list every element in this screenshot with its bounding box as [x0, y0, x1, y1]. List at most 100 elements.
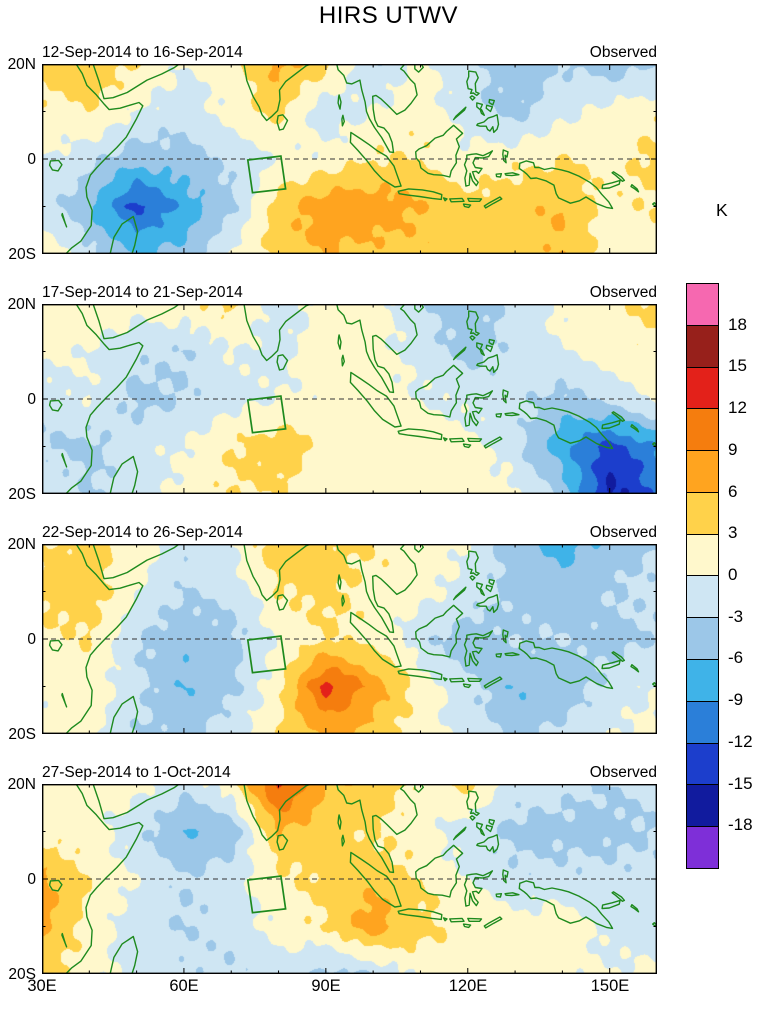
coastline-path	[109, 215, 139, 254]
coastline-path	[397, 188, 443, 201]
map-frame	[42, 544, 657, 734]
region-box	[246, 875, 287, 914]
coastline-path	[518, 400, 614, 450]
coastline-path	[48, 639, 63, 652]
coastline-path	[485, 344, 494, 353]
coastline-path	[463, 150, 494, 187]
colorbar-tick-label: 9	[728, 439, 738, 459]
lon-label: 150E	[590, 977, 630, 995]
coastline-path	[467, 917, 483, 922]
coastline-path	[61, 692, 68, 708]
colorbar-tick-label: 0	[728, 565, 738, 584]
coastline-path	[483, 916, 503, 929]
lat-label-0: 0	[27, 391, 36, 408]
coastline-path	[630, 664, 640, 673]
colorbar-segment	[687, 325, 718, 368]
coastline-path	[341, 114, 345, 127]
panel-date-range: 17-Sep-2014 to 21-Sep-2014	[42, 284, 243, 301]
colorbar-tick-label: 6	[728, 481, 738, 501]
coastline-path	[349, 851, 402, 908]
coastline-path	[341, 354, 345, 367]
lat-label-0: 0	[27, 871, 36, 888]
colorbar-tick-labels: 18 15 12 9 6 3 0 -3 -6 -9 -12 -15 -18	[728, 0, 777, 1012]
coastline-path	[476, 342, 484, 351]
coastline-path	[243, 304, 312, 362]
coastline-path	[485, 584, 494, 593]
coastline-path	[466, 310, 480, 337]
coastline-path	[488, 578, 495, 586]
coastline-path	[476, 582, 484, 591]
map-panel-1: 12-Sep-2014 to 16-Sep-2014 Observed 20N …	[0, 44, 777, 263]
lat-label-20s: 20S	[8, 486, 36, 503]
coastline-path	[452, 826, 467, 841]
coastline-path	[349, 131, 402, 188]
panel-date-range: 27-Sep-2014 to 1-Oct-2014	[42, 764, 231, 781]
coastline-path	[337, 94, 342, 110]
map-panel-2: 17-Sep-2014 to 21-Sep-2014 Observed 20N …	[0, 284, 777, 503]
coastline-path	[336, 544, 418, 634]
coastline-path	[483, 436, 503, 449]
coastline-path	[518, 640, 614, 690]
lon-label: 90E	[311, 977, 341, 995]
coastline-path	[518, 880, 614, 930]
coastline-path	[243, 544, 312, 602]
coastline-path	[466, 790, 480, 817]
coastline-path	[630, 904, 640, 913]
coastline-path	[452, 106, 467, 121]
coastline-path	[467, 437, 483, 442]
coastline-path	[476, 822, 484, 831]
coastline-path	[397, 908, 443, 921]
coastline-path	[109, 695, 139, 734]
figure-title: HIRS UTWV	[318, 2, 459, 29]
coastline-path	[48, 879, 63, 892]
panel-source-label: Observed	[589, 764, 657, 781]
coastline-path	[502, 629, 509, 644]
coastline-path	[488, 818, 495, 826]
colorbar-tick-label: -9	[728, 690, 744, 710]
coastline-path	[449, 677, 465, 683]
coastline-path	[488, 98, 495, 106]
coastline-path	[415, 844, 464, 898]
colorbar-segment	[687, 576, 718, 619]
coastline-path	[349, 371, 402, 428]
coastline-path	[495, 653, 503, 658]
coastline-path	[601, 899, 621, 910]
colorbar-segment	[687, 492, 718, 535]
lon-label: 120E	[448, 977, 488, 995]
coastline-path	[336, 784, 418, 874]
panel-source-label: Observed	[589, 284, 657, 301]
coastline-path	[601, 179, 621, 190]
region-box	[246, 635, 287, 674]
coastline-path	[276, 354, 289, 371]
lat-label-20n: 20N	[7, 776, 36, 793]
coastline-path	[109, 455, 139, 494]
coastline-path	[504, 892, 520, 897]
coastline-path	[276, 834, 289, 851]
coastline-path	[92, 784, 180, 820]
coastline-path	[48, 159, 63, 172]
coastline-path	[504, 412, 520, 417]
lon-label: 30E	[27, 977, 57, 995]
colorbar-tick-label: 12	[728, 398, 747, 418]
coastline-path	[463, 870, 494, 907]
coastline-path	[462, 203, 472, 209]
colorbar-tick-label: 3	[728, 523, 738, 543]
coastline-path	[337, 334, 342, 350]
coastline-path	[611, 411, 626, 422]
panel-date-range: 22-Sep-2014 to 26-Sep-2014	[42, 524, 243, 541]
colorbar-segment	[687, 785, 718, 828]
coastline-path	[61, 212, 68, 228]
coastline-path	[630, 184, 640, 193]
coastline-path	[65, 784, 144, 974]
coastline-path	[467, 677, 483, 682]
coastline-path	[65, 544, 144, 734]
coastline-path	[469, 815, 476, 821]
coastline-path	[483, 196, 503, 209]
colorbar-tick-label: -18	[728, 815, 753, 835]
coastline-path	[466, 550, 480, 577]
coastline-path	[476, 594, 500, 614]
coastline-path	[611, 171, 626, 182]
coastline-path	[601, 419, 621, 430]
coastline-path	[630, 424, 640, 433]
coastline-path	[92, 544, 180, 580]
